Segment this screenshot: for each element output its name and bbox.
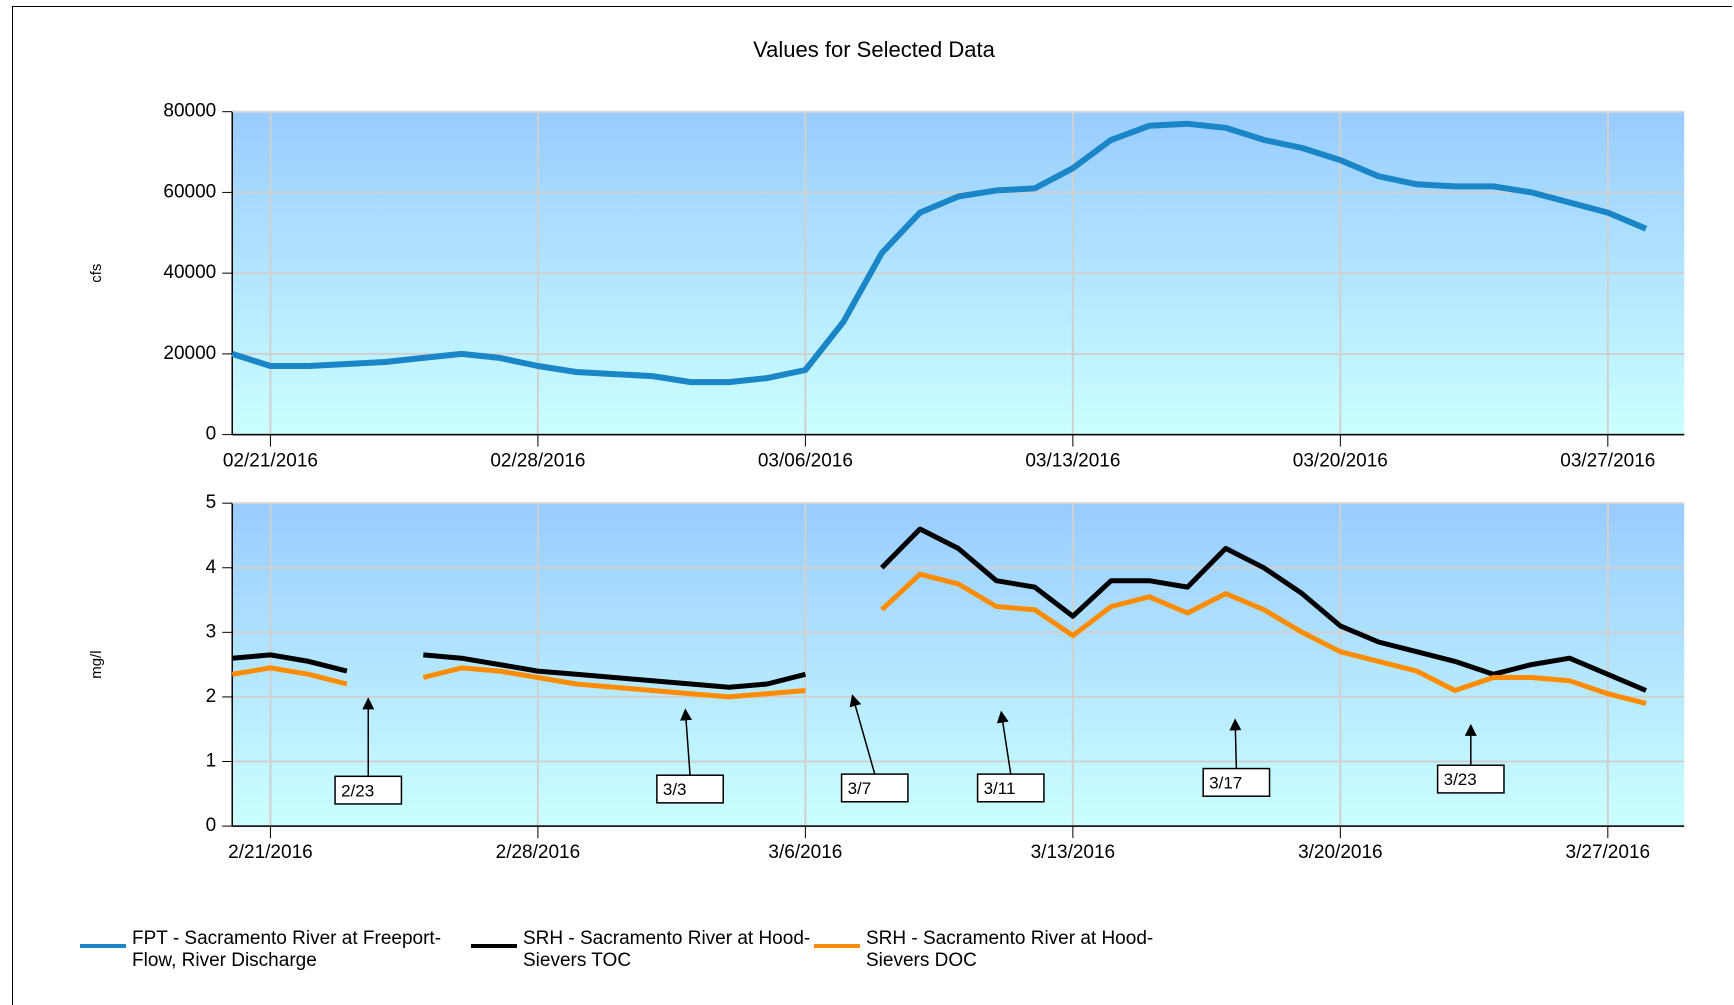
x-tick-label: 02/28/2016 (490, 451, 585, 472)
x-tick-label: 3/6/2016 (768, 842, 842, 863)
annotation-label: 3/17 (1209, 774, 1242, 793)
legend-swatch (471, 944, 517, 948)
x-tick-label: 03/13/2016 (1025, 451, 1120, 472)
y-tick-label: 3 (206, 621, 217, 642)
series-line (231, 120, 1648, 386)
y-tick-label: 4 (206, 557, 217, 578)
y-tick-label: 20000 (163, 343, 216, 364)
annotation-box (976, 773, 1045, 803)
annotation-box (656, 774, 724, 804)
chart-title: Values for Selected Data (753, 37, 995, 62)
annotation-label: 3/7 (848, 779, 872, 798)
y-tick-label: 0 (206, 424, 217, 445)
y-axis-label: mg/l (88, 650, 105, 678)
y-axis-label: cfs (88, 264, 105, 283)
annotation-box (1202, 767, 1271, 797)
y-tick-label: 2 (206, 686, 217, 707)
series-line (231, 526, 1647, 693)
x-tick-label: 3/13/2016 (1031, 842, 1116, 863)
series-line (231, 571, 1647, 706)
x-tick-label: 02/21/2016 (223, 451, 318, 472)
annotation-box (334, 775, 403, 805)
annotation-label: 3/23 (1444, 770, 1477, 789)
legend-item: SRH - Sacramento River at Hood-Sievers T… (471, 928, 813, 972)
annotation-arrow (849, 694, 876, 775)
legend-label: SRH - Sacramento River at Hood-Sievers D… (866, 928, 1154, 971)
annotation-box (1436, 764, 1505, 794)
annotation-arrow (1229, 718, 1242, 769)
x-tick-label: 03/06/2016 (758, 451, 853, 472)
x-tick-label: 03/20/2016 (1293, 451, 1388, 472)
y-tick-label: 1 (206, 751, 217, 772)
legend-label: SRH - Sacramento River at Hood-Sievers T… (523, 928, 811, 971)
legend-item: FPT - Sacramento River at Freeport-Flow,… (80, 928, 452, 972)
y-tick-label: 60000 (163, 181, 216, 202)
x-tick-label: 3/27/2016 (1566, 842, 1651, 863)
annotation-label: 2/23 (341, 781, 374, 800)
annotation-arrow (996, 710, 1012, 775)
x-tick-label: 03/27/2016 (1560, 451, 1655, 472)
annotation-box (840, 773, 909, 803)
legend-label: FPT - Sacramento River at Freeport-Flow,… (132, 928, 442, 971)
legend-swatch (814, 944, 860, 948)
window-frame (12, 6, 1732, 1005)
x-tick-label: 3/20/2016 (1298, 842, 1383, 863)
legend-swatch (80, 944, 126, 948)
x-tick-label: 2/28/2016 (496, 842, 581, 863)
legend-item: SRH - Sacramento River at Hood-Sievers D… (814, 928, 1156, 972)
annotation-arrow (680, 708, 693, 776)
annotation-label: 3/11 (984, 779, 1016, 798)
y-tick-label: 0 (206, 815, 217, 836)
x-tick-label: 2/21/2016 (228, 842, 313, 863)
y-tick-label: 5 (206, 492, 217, 513)
annotation-label: 3/3 (663, 780, 687, 799)
y-tick-label: 40000 (163, 262, 216, 283)
y-tick-label: 80000 (163, 101, 216, 122)
